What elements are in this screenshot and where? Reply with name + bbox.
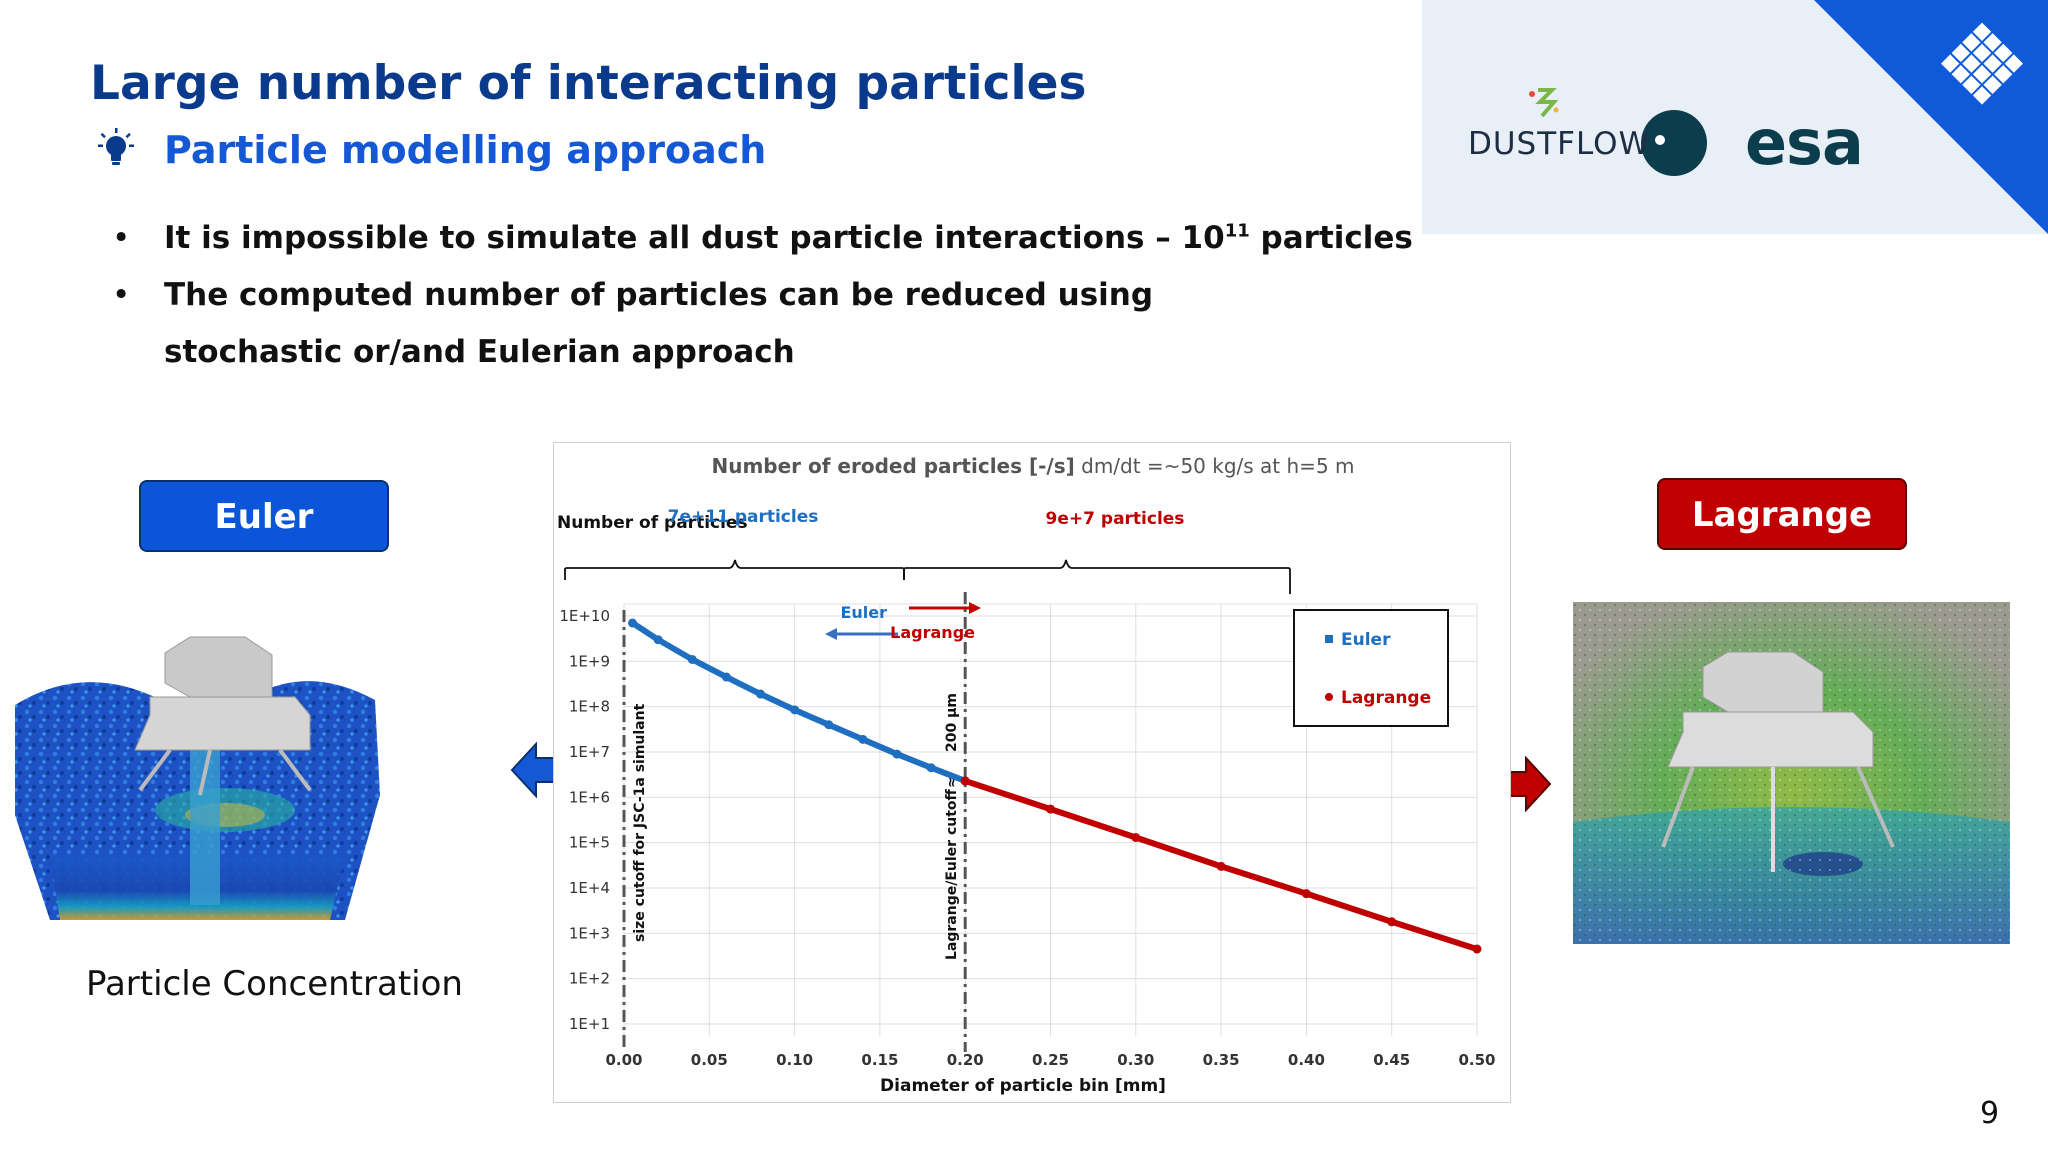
x-tick-label: 0.25 [1032, 1051, 1069, 1069]
y-tick-label: 1E+1 [569, 1015, 610, 1033]
data-point-euler [824, 720, 834, 730]
data-point-lagrange [960, 776, 970, 786]
data-point-euler [858, 734, 868, 744]
cutoff-value-label: 200 µm [944, 693, 960, 752]
data-point-euler [653, 635, 663, 645]
y-tick-label: 1E+10 [559, 607, 610, 625]
y-tick-label: 1E+7 [569, 743, 610, 761]
data-point-lagrange [1046, 804, 1055, 814]
x-tick-label: 0.30 [1117, 1051, 1154, 1069]
slide-title: Large number of interacting particles [90, 56, 1087, 111]
euler-label-box: Euler [139, 480, 389, 552]
x-tick-label: 0.35 [1203, 1051, 1240, 1069]
euler-arrow-label: Euler [840, 603, 887, 622]
legend-marker-euler [1325, 635, 1333, 643]
chart-title: Number of eroded particles [-/s] dm/dt =… [711, 454, 1354, 478]
lagrange-arrow-label: Lagrange [890, 623, 975, 642]
data-point-euler [926, 763, 936, 773]
series-euler [628, 618, 970, 786]
x-tick-label: 0.50 [1458, 1051, 1495, 1069]
y-tick-label: 1E+2 [569, 970, 610, 988]
y-tick-label: 1E+3 [569, 924, 610, 942]
x-axis-label: Diameter of particle bin [mm] [880, 1076, 1166, 1096]
data-point-lagrange [1387, 917, 1397, 927]
data-point-euler [755, 689, 765, 699]
logo-panel [1422, 0, 2048, 234]
esa-logo: esa [1745, 106, 1864, 179]
lagrange-brace [903, 559, 1291, 594]
eroded-particles-chart: Number of eroded particles [-/s] dm/dt =… [557, 454, 1496, 1096]
lagrange-direction-arrow [909, 602, 981, 614]
chart-legend [1293, 609, 1449, 727]
dustflow-logo-mark [1529, 88, 1559, 118]
y-tick-label: 1E+6 [569, 788, 610, 806]
corner-decoration [1529, 0, 2048, 234]
bullet-item: • The computed number of particles can be… [112, 277, 1154, 313]
x-tick-label: 0.20 [947, 1051, 984, 1069]
legend-label-euler: Euler [1341, 630, 1391, 650]
x-tick-label: 0.05 [691, 1051, 728, 1069]
lightbulb-icon [98, 128, 134, 172]
particle-concentration-caption: Particle Concentration [86, 964, 463, 1004]
euler-count-label: 7e+11 particles [668, 507, 819, 527]
data-point-lagrange [1472, 944, 1482, 954]
x-tick-label: 0.00 [605, 1051, 642, 1069]
euler-direction-arrow [825, 628, 898, 640]
series-line-euler [629, 620, 969, 784]
y-tick-label: 1E+9 [569, 652, 610, 670]
chart-frame [553, 442, 1511, 1103]
lagrange-label-box: Lagrange [1657, 478, 1907, 550]
bullet-item: • It is impossible to simulate all dust p… [112, 220, 1413, 256]
y-tick-label: 1E+8 [569, 698, 610, 716]
legend-label-lagrange: Lagrange [1341, 688, 1431, 708]
data-point-euler [628, 618, 638, 628]
y-tick-label: 1E+4 [569, 879, 610, 897]
x-tick-label: 0.45 [1373, 1051, 1410, 1069]
slide-subtitle: Particle modelling approach [164, 128, 767, 172]
y-tick-label: 1E+5 [569, 834, 610, 852]
euler-brace [564, 559, 905, 580]
y-axis-label: Number of particles [557, 513, 748, 533]
euler-concentration-image [15, 636, 380, 920]
x-tick-label: 0.40 [1288, 1051, 1325, 1069]
x-tick-label: 0.15 [861, 1051, 898, 1069]
dustflow-logo: DUSTFLOW [1468, 126, 1651, 162]
data-point-euler [721, 672, 731, 682]
cutoff-approx-symbol: ≈ [944, 776, 960, 788]
x-tick-label: 0.10 [776, 1051, 813, 1069]
data-point-euler [892, 749, 902, 759]
page-number: 9 [1980, 1096, 2000, 1131]
lagrange-particles-image [1573, 602, 2010, 944]
legend-marker-lagrange [1325, 693, 1333, 701]
data-point-lagrange [1301, 889, 1311, 899]
data-point-euler [687, 654, 697, 664]
data-point-euler [790, 705, 800, 715]
lagrange-euler-cutoff-label: Lagrange/Euler cutoff [944, 788, 960, 960]
esa-logo-mark [1641, 110, 1707, 176]
subtitle-row: Particle modelling approach [98, 128, 766, 172]
series-lagrange [960, 776, 1482, 954]
data-point-lagrange [1131, 833, 1141, 843]
data-point-lagrange [1216, 861, 1226, 871]
size-cutoff-label: size cutoff for JSC-1a simulant [632, 703, 648, 942]
lagrange-count-label: 9e+7 particles [1046, 509, 1185, 529]
bullet-item: stochastic or/and Eulerian approach [164, 334, 795, 370]
